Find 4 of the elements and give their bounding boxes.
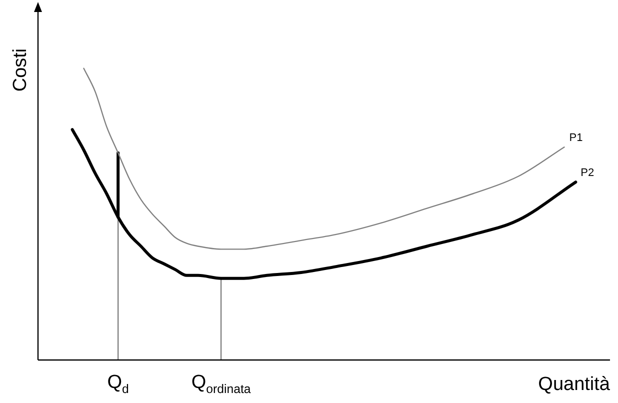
y-axis-title: Costi (10, 48, 31, 92)
series-label: P2 (580, 167, 594, 180)
series-label: P1 (569, 132, 583, 144)
x-axis-title: Quantità (538, 374, 610, 395)
